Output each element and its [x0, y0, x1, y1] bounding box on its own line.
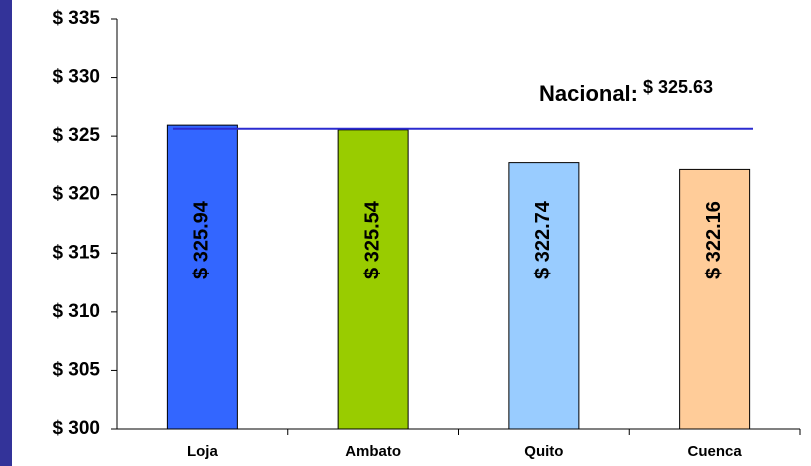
- y-tick-label: $ 310: [52, 301, 100, 322]
- y-tick-label: $ 330: [52, 67, 100, 88]
- y-tick-label: $ 320: [52, 184, 100, 205]
- value-label: $ 325.94: [191, 200, 213, 279]
- bar: [679, 168, 751, 430]
- y-tick-label: $ 335: [52, 8, 100, 29]
- x-tick-label: Quito: [524, 443, 563, 460]
- x-tick-label: Ambato: [345, 443, 401, 460]
- side-strip: [0, 0, 12, 466]
- y-tick-label: $ 315: [52, 242, 100, 263]
- x-tick-label: Loja: [187, 443, 218, 460]
- y-tick-label: $ 300: [52, 418, 100, 439]
- bar: [166, 124, 238, 430]
- reference-label: Nacional:: [539, 81, 638, 106]
- y-tick-label: $ 325: [52, 125, 100, 146]
- reference-value-label: $ 325.63: [643, 77, 713, 97]
- x-tick-label: Cuenca: [688, 443, 743, 460]
- value-label: $ 322.16: [703, 201, 725, 279]
- y-tick-label: $ 305: [52, 359, 100, 380]
- bar: [337, 129, 409, 430]
- bar: [508, 162, 580, 430]
- value-label: $ 325.54: [361, 200, 383, 279]
- value-label: $ 322.74: [532, 200, 554, 279]
